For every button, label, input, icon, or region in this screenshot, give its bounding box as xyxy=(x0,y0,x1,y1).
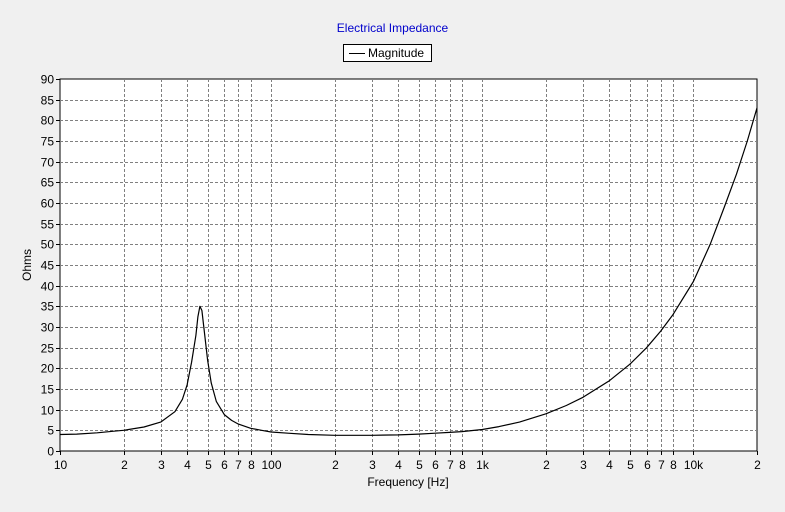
x-tick-label: 3 xyxy=(369,458,376,472)
x-tick-label: 6 xyxy=(432,458,439,472)
legend-label-magnitude: Magnitude xyxy=(368,46,425,60)
y-tick-label: 45 xyxy=(41,259,55,273)
y-tick-label: 85 xyxy=(41,94,55,108)
y-tick-label: 20 xyxy=(41,362,55,376)
x-tick-label: 4 xyxy=(395,458,402,472)
x-tick-label: 6 xyxy=(221,458,228,472)
y-tick-label: 90 xyxy=(41,73,55,87)
x-tick-label: 4 xyxy=(184,458,191,472)
y-tick-label: 50 xyxy=(41,238,55,252)
x-tick-label: 1k xyxy=(476,458,490,472)
x-tick-label: 10 xyxy=(54,458,68,472)
x-tick-label: 8 xyxy=(670,458,677,472)
x-tick-label: 5 xyxy=(627,458,634,472)
legend-swatch-magnitude xyxy=(349,53,365,54)
y-tick-label: 15 xyxy=(41,383,55,397)
y-tick-label: 25 xyxy=(41,342,55,356)
y-tick-label: 55 xyxy=(41,218,55,232)
y-tick-label: 30 xyxy=(41,321,55,335)
x-tick-label: 3 xyxy=(580,458,587,472)
y-axis-title: Ohms xyxy=(20,249,34,281)
x-tick-label: 7 xyxy=(235,458,242,472)
x-tick-label: 6 xyxy=(644,458,651,472)
x-tick-label: 8 xyxy=(248,458,255,472)
y-tick-label: 5 xyxy=(47,424,54,438)
y-tick-label: 40 xyxy=(41,280,55,294)
chart-title: Electrical Impedance xyxy=(336,21,449,35)
x-tick-label: 10k xyxy=(684,458,704,472)
x-tick-label: 2 xyxy=(754,458,761,472)
x-tick-label: 5 xyxy=(416,458,423,472)
x-tick-label: 2 xyxy=(543,458,550,472)
y-tick-label: 70 xyxy=(41,156,55,170)
series-layer xyxy=(59,107,758,436)
legend: Magnitude xyxy=(343,44,432,62)
x-tick-label: 2 xyxy=(121,458,128,472)
y-tick-label: 10 xyxy=(41,404,55,418)
y-tick-label: 80 xyxy=(41,114,55,128)
y-tick-label: 0 xyxy=(47,445,54,459)
x-tick-label: 7 xyxy=(447,458,454,472)
y-tick-label: 35 xyxy=(41,300,55,314)
x-tick-label: 5 xyxy=(205,458,212,472)
x-tick-label: 3 xyxy=(158,458,165,472)
x-tick-label: 100 xyxy=(261,458,281,472)
x-tick-label: 4 xyxy=(606,458,613,472)
series-line-magnitude xyxy=(59,107,758,436)
x-tick-label: 8 xyxy=(459,458,466,472)
grid-lines xyxy=(60,79,757,451)
y-tick-label: 65 xyxy=(41,176,55,190)
y-axis-ticks: 0 5 10 15 20 25 30 35 40 45 50 55 60 65 70 75 80 85 90 xyxy=(41,73,60,459)
x-tick-label: 2 xyxy=(332,458,339,472)
x-tick-label: 7 xyxy=(658,458,665,472)
y-tick-label: 75 xyxy=(41,135,55,149)
x-axis-ticks: 10 2 3 4 5 6 7 8 100 2 3 4 5 6 7 8 1k 2 3 4 5 6 7 8 10k 2 xyxy=(54,451,761,472)
y-tick-label: 60 xyxy=(41,197,55,211)
x-axis-title: Frequency [Hz] xyxy=(367,475,448,489)
